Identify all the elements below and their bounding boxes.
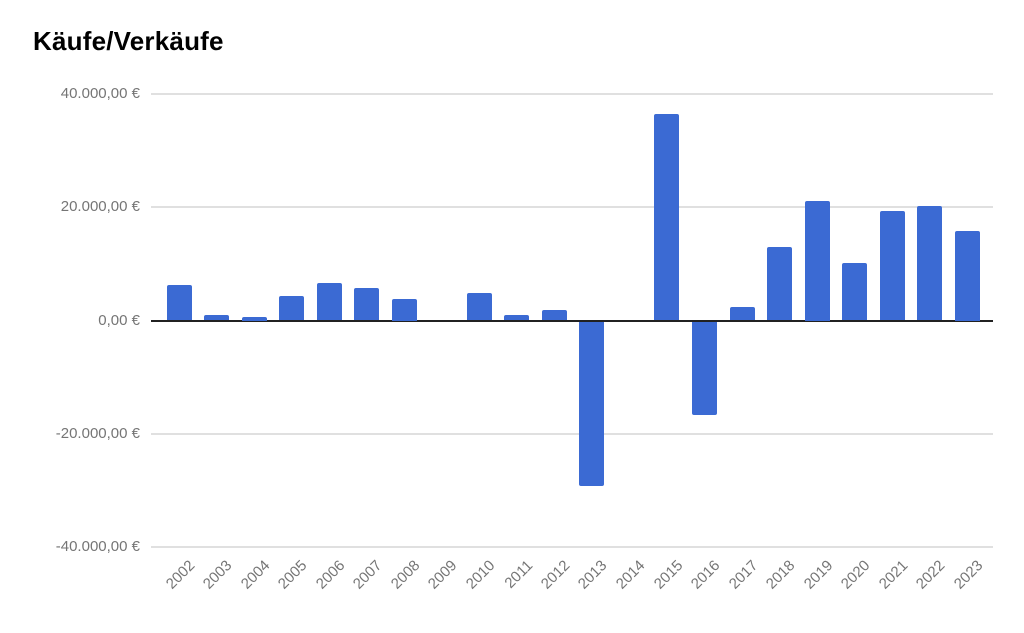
x-axis-label-2021: 2021	[875, 557, 912, 593]
gridline-40000	[151, 93, 993, 96]
x-axis-label-2014: 2014	[612, 557, 649, 593]
x-axis-label-2018: 2018	[762, 557, 799, 593]
y-axis-label-20000: 20.000,00 €	[60, 198, 140, 216]
bar-2003[interactable]	[204, 314, 229, 321]
bar-2018[interactable]	[767, 246, 792, 321]
bar-2007[interactable]	[354, 287, 380, 321]
x-axis-label-2022: 2022	[913, 557, 949, 593]
bar-2019[interactable]	[804, 200, 830, 321]
x-axis-label-2004: 2004	[237, 557, 274, 593]
x-axis-label-2010: 2010	[462, 557, 499, 593]
x-axis-label-2002: 2002	[162, 557, 199, 593]
chart-title: Käufe/Verkäufe	[33, 26, 224, 56]
y-axis-label-0: 0,00 €	[98, 311, 140, 329]
bar-2022[interactable]	[917, 205, 943, 321]
gridline-20000	[151, 206, 993, 209]
x-axis-label-2015: 2015	[650, 557, 686, 593]
x-axis-label-2013: 2013	[575, 557, 611, 593]
bar-2005[interactable]	[279, 296, 305, 321]
bar-2008[interactable]	[391, 299, 417, 321]
bar-2015[interactable]	[654, 113, 680, 321]
bar-2013[interactable]	[579, 321, 605, 486]
x-axis-label-2019: 2019	[800, 557, 837, 593]
x-axis-label-2005: 2005	[274, 557, 311, 593]
x-axis-label-2011: 2011	[500, 557, 536, 592]
bar-2012[interactable]	[541, 309, 567, 321]
x-axis-label-2017: 2017	[725, 557, 761, 593]
bar-2006[interactable]	[316, 282, 342, 321]
bar-2010[interactable]	[466, 293, 492, 321]
bar-2017[interactable]	[729, 306, 755, 321]
y-axis-label--20000: -20.000,00 €	[55, 424, 140, 442]
x-axis-label-2020: 2020	[837, 557, 874, 593]
x-axis-label-2016: 2016	[687, 557, 724, 593]
zero-axis-line	[151, 319, 993, 322]
gridline--40000	[151, 545, 993, 548]
y-axis-label--40000: -40.000,00 €	[55, 537, 140, 555]
x-axis-label-2006: 2006	[312, 557, 349, 593]
bar-2002[interactable]	[166, 284, 192, 321]
x-axis-label-2008: 2008	[387, 557, 424, 593]
bar-2011[interactable]	[504, 314, 530, 321]
bar-2016[interactable]	[691, 321, 717, 415]
x-axis-label-2009: 2009	[425, 557, 461, 593]
x-axis-label-2003: 2003	[199, 557, 236, 593]
y-axis-label-40000: 40.000,00 €	[60, 85, 140, 103]
bar-2020[interactable]	[842, 263, 867, 321]
x-axis-label-2023: 2023	[950, 557, 987, 593]
bar-2023[interactable]	[954, 230, 980, 321]
x-axis-label-2007: 2007	[350, 557, 386, 593]
x-axis-label-2012: 2012	[537, 557, 574, 593]
bar-2004[interactable]	[241, 316, 267, 321]
bar-2021[interactable]	[879, 210, 905, 321]
gridline--20000	[151, 432, 993, 435]
